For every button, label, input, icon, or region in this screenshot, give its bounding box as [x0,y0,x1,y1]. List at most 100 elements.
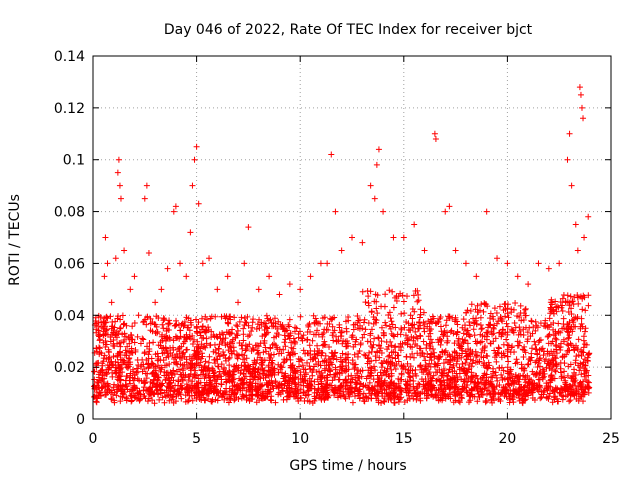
roti-point [411,221,418,228]
roti-point [329,350,336,357]
roti-point [280,396,287,403]
roti-point [462,326,469,333]
roti-point [343,376,350,383]
roti-point [391,344,398,351]
roti-point [407,377,414,384]
roti-point [559,353,566,360]
roti-point [534,370,541,377]
roti-point [585,389,592,396]
roti-point [508,309,515,316]
roti-point [455,337,462,344]
roti-point [474,387,481,394]
roti-point [276,380,283,387]
roti-point [254,356,261,363]
roti-point [371,390,378,397]
roti-point [372,367,379,374]
roti-point [423,345,430,352]
roti-point [98,319,105,326]
roti-point [525,378,532,385]
roti-point [220,331,227,338]
roti-point [265,363,272,370]
roti-point [362,299,369,306]
roti-point [417,345,424,352]
roti-point [555,320,562,327]
roti-point [569,373,576,380]
roti-point [218,361,225,368]
roti-point [117,324,124,331]
roti-point [159,394,166,401]
roti-point [395,293,402,300]
roti-point [571,366,578,373]
x-tick-label: 10 [291,431,309,447]
roti-point [531,338,538,345]
roti-point [93,345,100,352]
roti-point [318,395,325,402]
roti-point [430,315,437,322]
roti-point [425,333,432,340]
roti-point [254,386,261,393]
roti-point [184,324,191,331]
roti-point [167,344,174,351]
roti-point [310,367,317,374]
roti-point [295,376,302,383]
roti-point [529,380,536,387]
roti-point [116,182,123,189]
roti-point [250,346,257,353]
roti-point [288,380,295,387]
roti-point [581,294,588,301]
roti-point [115,156,122,163]
roti-point [357,341,364,348]
roti-point [211,333,218,340]
roti-point [398,326,405,333]
roti-point [511,348,518,355]
roti-point [226,354,233,361]
roti-point [444,337,451,344]
roti-point [238,314,245,321]
roti-point [231,396,238,403]
roti-point [541,370,548,377]
roti-point [215,392,222,399]
roti-point [151,321,158,328]
roti-point [409,350,416,357]
roti-point [286,352,293,359]
roti-point [456,370,463,377]
roti-point [478,353,485,360]
roti-point [164,392,171,399]
roti-point [161,389,168,396]
roti-point [159,380,166,387]
roti-point [230,363,237,370]
roti-point [284,393,291,400]
roti-point [577,91,584,98]
roti-point [387,315,394,322]
y-tick-label: 0.02 [54,360,85,376]
roti-point [314,347,321,354]
roti-point [113,364,120,371]
roti-point [365,367,372,374]
y-tick-label: 0.1 [63,153,85,169]
roti-point [504,348,511,355]
roti-point [368,343,375,350]
roti-point [571,392,578,399]
roti-point [421,320,428,327]
roti-point [163,327,170,334]
roti-point [209,398,216,405]
roti-point [340,380,347,387]
roti-point [383,322,390,329]
roti-point [582,362,589,369]
roti-point [175,346,182,353]
roti-point [235,299,242,306]
roti-point [405,370,412,377]
roti-point [561,368,568,375]
roti-point [170,399,177,406]
roti-point [572,221,579,228]
roti-point [180,340,187,347]
roti-point [525,281,532,288]
roti-point [494,255,501,262]
roti-point [446,384,453,391]
roti-point [241,379,248,386]
roti-point [535,339,542,346]
roti-point [467,308,474,315]
roti-point [356,325,363,332]
roti-point [342,383,349,390]
roti-point [117,316,124,323]
